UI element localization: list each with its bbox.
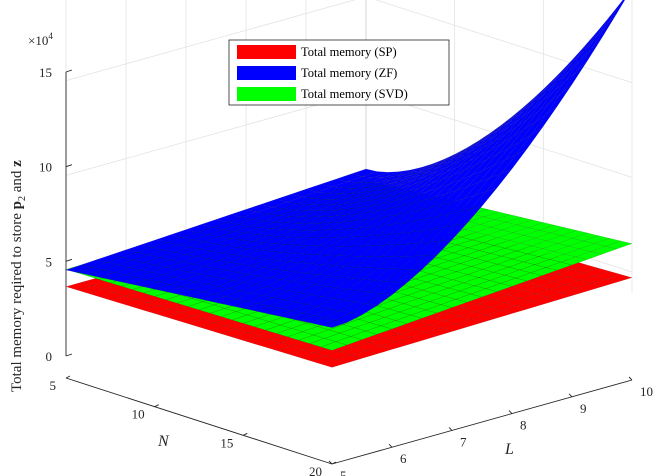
axes <box>65 72 633 465</box>
legend-swatch-sp <box>237 45 296 59</box>
l-tick-label: 10 <box>640 384 653 399</box>
z-tick-label: 0 <box>46 349 53 364</box>
surfaces <box>65 0 633 368</box>
surface-patch <box>605 240 633 250</box>
legend-label-zf: Total memory (ZF) <box>301 66 397 80</box>
n-tick <box>243 432 248 436</box>
l-tick <box>628 376 633 381</box>
l-tick-label: 6 <box>400 451 407 466</box>
l-tick-label: 7 <box>460 434 467 449</box>
n-tick-label: 10 <box>132 407 145 422</box>
l-tick-label: 9 <box>580 401 587 416</box>
legend-swatch-zf <box>237 66 296 80</box>
n-tick <box>154 404 159 408</box>
z-tick <box>65 164 73 168</box>
surface-patch <box>605 274 633 283</box>
legend: Total memory (SP) Total memory (ZF) Tota… <box>228 39 450 106</box>
n-tick-label: 5 <box>50 378 57 393</box>
n-axis-title: N <box>157 433 170 450</box>
surface-zf <box>65 0 625 328</box>
z-exponent-label: ×104 <box>28 31 53 48</box>
z-tick-label: 10 <box>39 160 52 175</box>
n-axis-line <box>65 377 333 465</box>
legend-swatch-svd <box>237 87 296 101</box>
z-tick <box>65 258 73 262</box>
surface-patch <box>594 2 622 39</box>
n-tick <box>65 375 71 379</box>
l-tick <box>568 393 573 398</box>
legend-label-svd: Total memory (SVD) <box>301 87 408 101</box>
z-tick-label: 5 <box>46 254 53 269</box>
n-tick <box>331 461 337 465</box>
z-axis-title: Total memory reqired to store p2 and z <box>9 160 28 392</box>
ticks: 0 5 10 15 5 10 15 20 5 6 7 8 9 10 <box>39 65 653 476</box>
l-axis-line <box>331 379 633 465</box>
z-tick <box>65 69 73 73</box>
surface-patch <box>605 0 625 27</box>
l-tick <box>388 443 393 448</box>
l-tick <box>328 460 333 465</box>
n-tick-label: 20 <box>309 464 322 476</box>
surface-patch <box>579 26 607 61</box>
z-tick-label: 15 <box>39 65 52 80</box>
l-tick <box>508 410 513 414</box>
n-tick-label: 15 <box>220 435 233 450</box>
legend-label-sp: Total memory (SP) <box>301 45 397 59</box>
l-tick-label: 8 <box>520 418 527 433</box>
l-tick-label: 5 <box>340 468 347 476</box>
z-tick <box>65 353 73 357</box>
surface-patch <box>590 13 618 50</box>
l-tick <box>448 427 453 431</box>
l-axis-title: L <box>504 441 514 458</box>
